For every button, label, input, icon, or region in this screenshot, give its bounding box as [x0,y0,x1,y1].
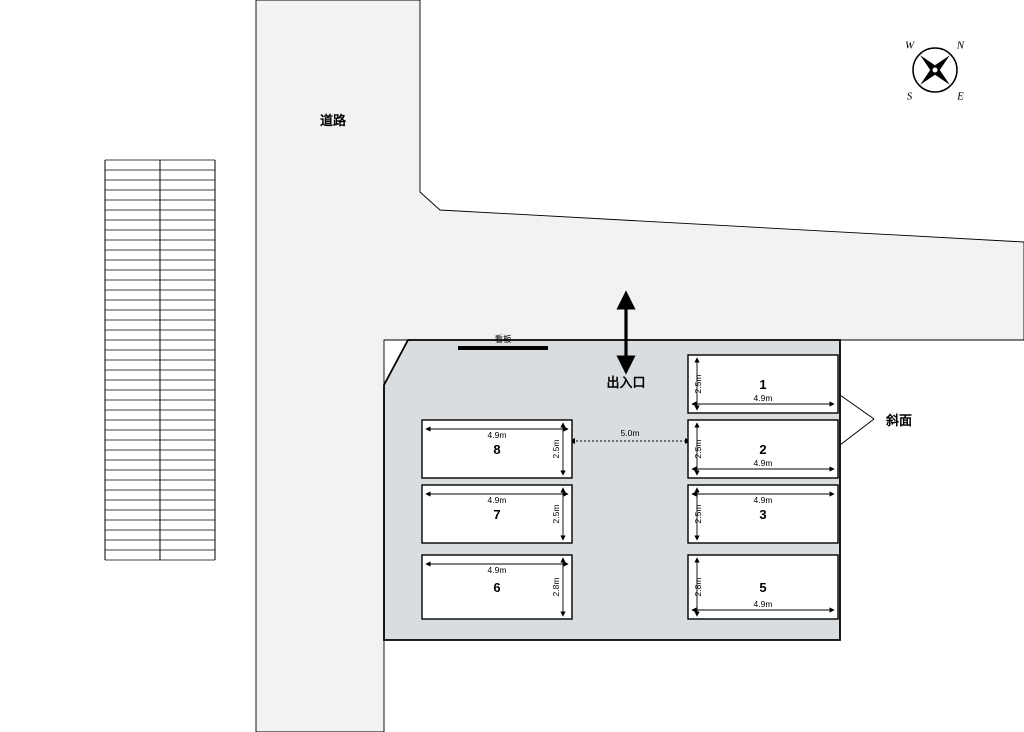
parking-space-5: 5 [688,555,838,619]
svg-text:4.9m: 4.9m [754,495,773,505]
svg-text:8: 8 [493,442,500,457]
svg-text:2.5m: 2.5m [551,505,561,524]
svg-text:4.9m: 4.9m [754,393,773,403]
svg-text:2.5m: 2.5m [693,440,703,459]
svg-text:3: 3 [759,507,766,522]
svg-text:5.0m: 5.0m [621,428,640,438]
svg-text:2.5m: 2.5m [693,375,703,394]
svg-text:2: 2 [759,442,766,457]
svg-text:2.8m: 2.8m [693,578,703,597]
svg-text:W: W [905,40,915,52]
parking-site-plan: 道路看板出入口5.0m斜面14.9m2.5m24.9m2.5m34.9m2.5m… [0,0,1024,732]
svg-text:4.9m: 4.9m [488,565,507,575]
svg-text:出入口: 出入口 [606,375,645,390]
svg-text:6: 6 [493,580,500,595]
svg-text:2.5m: 2.5m [693,505,703,524]
svg-text:5: 5 [759,580,766,595]
svg-text:看板: 看板 [494,334,512,344]
svg-text:2.5m: 2.5m [551,440,561,459]
svg-text:1: 1 [759,377,766,392]
svg-text:道路: 道路 [320,113,347,128]
svg-text:S: S [907,90,913,102]
hatched-strip [105,160,215,560]
svg-text:4.9m: 4.9m [754,599,773,609]
svg-text:N: N [956,40,965,52]
svg-text:4.9m: 4.9m [488,430,507,440]
svg-text:斜面: 斜面 [885,413,912,428]
svg-text:4.9m: 4.9m [754,458,773,468]
sign-bar [458,346,548,350]
svg-text:7: 7 [493,507,500,522]
svg-text:E: E [956,90,964,102]
svg-text:4.9m: 4.9m [488,495,507,505]
svg-text:2.8m: 2.8m [551,578,561,597]
